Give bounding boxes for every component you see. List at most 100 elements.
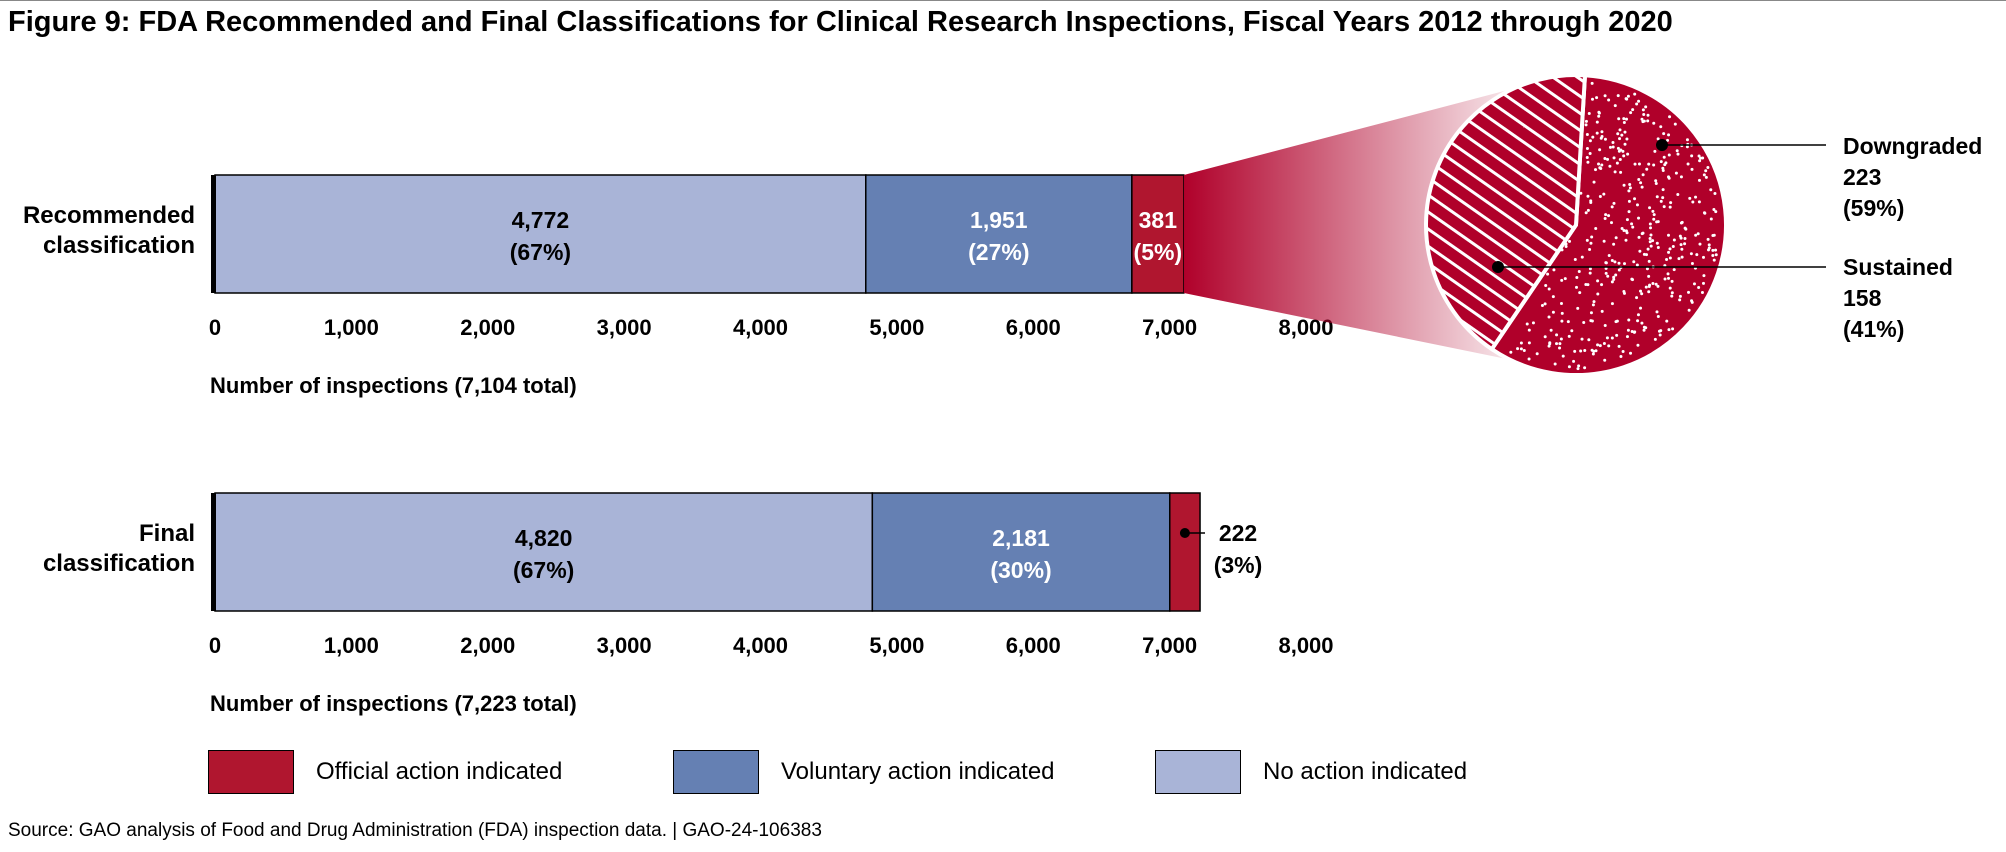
pie-slice-texture-dot	[1555, 342, 1559, 346]
pie-slice-texture-dot	[1567, 334, 1571, 338]
pie-slice-texture-dot	[1607, 98, 1611, 102]
pie-slice-texture-dot	[1704, 175, 1708, 179]
pie-callout-dot-downgraded	[1656, 139, 1668, 151]
pie-slice-texture-dot	[1656, 245, 1660, 249]
figure-title: Figure 9: FDA Recommended and Final Clas…	[8, 6, 1673, 38]
pie-slice-texture-dot	[1642, 328, 1646, 332]
pie-slice-texture-dot	[1558, 346, 1562, 350]
pie-slice-texture-dot	[1640, 321, 1644, 325]
pie-slice-texture-dot	[1603, 156, 1607, 160]
pie-slice-texture-dot	[1697, 178, 1701, 182]
pie-slice-texture-dot	[1552, 268, 1556, 272]
pie-slice-texture-dot	[1621, 149, 1625, 153]
pie-slice-texture-dot	[1587, 111, 1591, 115]
pie-slice-texture-dot	[1642, 113, 1646, 117]
pie-slice-texture-dot	[1648, 240, 1652, 244]
pie-slice-texture-dot	[1564, 244, 1568, 248]
pie-slice-texture-dot	[1590, 319, 1594, 323]
pie-slice-texture-dot	[1598, 194, 1602, 198]
pie-slice-texture-dot	[1551, 310, 1555, 314]
legend-item-none: No action indicated	[1155, 748, 1467, 796]
pie-slice-texture-dot	[1589, 311, 1593, 315]
pie-slice-texture-dot	[1599, 136, 1603, 140]
pie-slice-texture-dot	[1614, 236, 1618, 240]
pie-slice-texture-dot	[1547, 344, 1551, 348]
final-pct-label-voluntary: (30%)	[990, 557, 1051, 583]
pie-slice-texture-dot	[1607, 254, 1611, 258]
pie-slice-texture-dot	[1709, 188, 1713, 192]
pie-slice-texture-dot	[1671, 327, 1675, 331]
final-tick-label: 6,000	[1006, 633, 1061, 658]
pie-slice-texture-dot	[1589, 199, 1593, 203]
pie-slice-texture-dot	[1628, 182, 1632, 186]
pie-slice-texture-dot	[1675, 149, 1679, 153]
pie-slice-texture-dot	[1649, 244, 1653, 248]
pie-slice-texture-dot	[1668, 286, 1672, 290]
pie-slice-texture-dot	[1619, 170, 1623, 174]
pie-slice-texture-dot	[1600, 283, 1604, 287]
pie-slice-texture-dot	[1697, 154, 1701, 158]
recommended-tick-label: 7,000	[1142, 315, 1197, 340]
recommended-axis-line	[211, 175, 216, 293]
pie-slice-texture-dot	[1648, 237, 1652, 241]
pie-slice-texture-dot	[1594, 227, 1598, 231]
pie-slice-texture-dot	[1600, 130, 1604, 134]
pie-slice-texture-dot	[1698, 159, 1702, 163]
pie-slice-texture-dot	[1651, 281, 1655, 285]
pie-slice-texture-dot	[1588, 152, 1592, 156]
pie-slice-texture-dot	[1588, 267, 1592, 271]
pie-slice-texture-dot	[1706, 248, 1710, 252]
pie-slice-texture-dot	[1665, 257, 1669, 261]
pie-slice-texture-dot	[1701, 156, 1705, 160]
final-bar-official	[1169, 492, 1201, 612]
pie-slice-texture-dot	[1624, 117, 1628, 121]
final-bar-voluntary	[871, 492, 1171, 612]
pie-slice-texture-dot	[1614, 273, 1618, 277]
pie-slice-texture-dot	[1621, 350, 1625, 354]
pie-slice-texture-dot	[1627, 189, 1631, 193]
pie-slice-texture-dot	[1633, 197, 1637, 201]
pie-slice-texture-dot	[1585, 156, 1589, 160]
pie-slice-texture-dot	[1610, 336, 1614, 340]
pie-slice-texture-dot	[1588, 139, 1592, 143]
pie-slice-texture-dot	[1648, 222, 1652, 226]
pie-slice-texture-dot	[1695, 253, 1699, 257]
pie-slice-texture-dot	[1635, 102, 1639, 106]
recommended-pct-label-official: (5%)	[1134, 239, 1183, 265]
pie-slice-texture-dot	[1651, 239, 1655, 243]
pie-slice-texture-dot	[1655, 220, 1659, 224]
pie-slice-texture-dot	[1595, 131, 1599, 135]
pie-slice-texture-dot	[1639, 306, 1643, 310]
pie-slice-texture-dot	[1712, 208, 1716, 212]
pie-slice-texture-dot	[1543, 302, 1547, 306]
pie-slice-texture-dot	[1587, 338, 1591, 342]
pie-slice-texture-dot	[1594, 349, 1598, 353]
pie-slice-texture-dot	[1645, 167, 1649, 171]
pie-slice-texture-dot	[1590, 97, 1594, 101]
pie-slice-texture-dot	[1543, 335, 1547, 339]
pie-slice-texture-dot	[1647, 274, 1651, 278]
pie-slice-texture-dot	[1694, 233, 1698, 237]
pie-slice-texture-dot	[1598, 344, 1602, 348]
pie-slice-texture-dot	[1585, 238, 1589, 242]
pie-slice-texture-dot	[1553, 362, 1557, 366]
pie-slice-texture-dot	[1522, 349, 1526, 353]
pie-slice-texture-dot	[1611, 141, 1615, 145]
legend-swatch-official	[208, 750, 294, 794]
pie-slice-texture-dot	[1631, 108, 1635, 112]
pie-slice-texture-dot	[1616, 94, 1620, 98]
pie-slice-texture-dot	[1626, 152, 1630, 156]
final-value-label-official: 222	[1219, 520, 1257, 546]
pie-slice-texture-dot	[1583, 366, 1587, 370]
pie-slice-texture-dot	[1614, 320, 1618, 324]
pie-slice-texture-dot	[1690, 167, 1694, 171]
pie-slice-texture-dot	[1603, 94, 1607, 98]
pie-slice-texture-dot	[1548, 342, 1552, 346]
pie-slice-texture-dot	[1555, 333, 1559, 337]
pie-slice-texture-dot	[1595, 96, 1599, 100]
pie-slice-texture-dot	[1625, 218, 1629, 222]
pie-slice-texture-dot	[1579, 349, 1583, 353]
pie-slice-texture-dot	[1659, 199, 1663, 203]
pie-slice-texture-dot	[1683, 237, 1687, 241]
pie-slice-texture-dot	[1627, 210, 1631, 214]
